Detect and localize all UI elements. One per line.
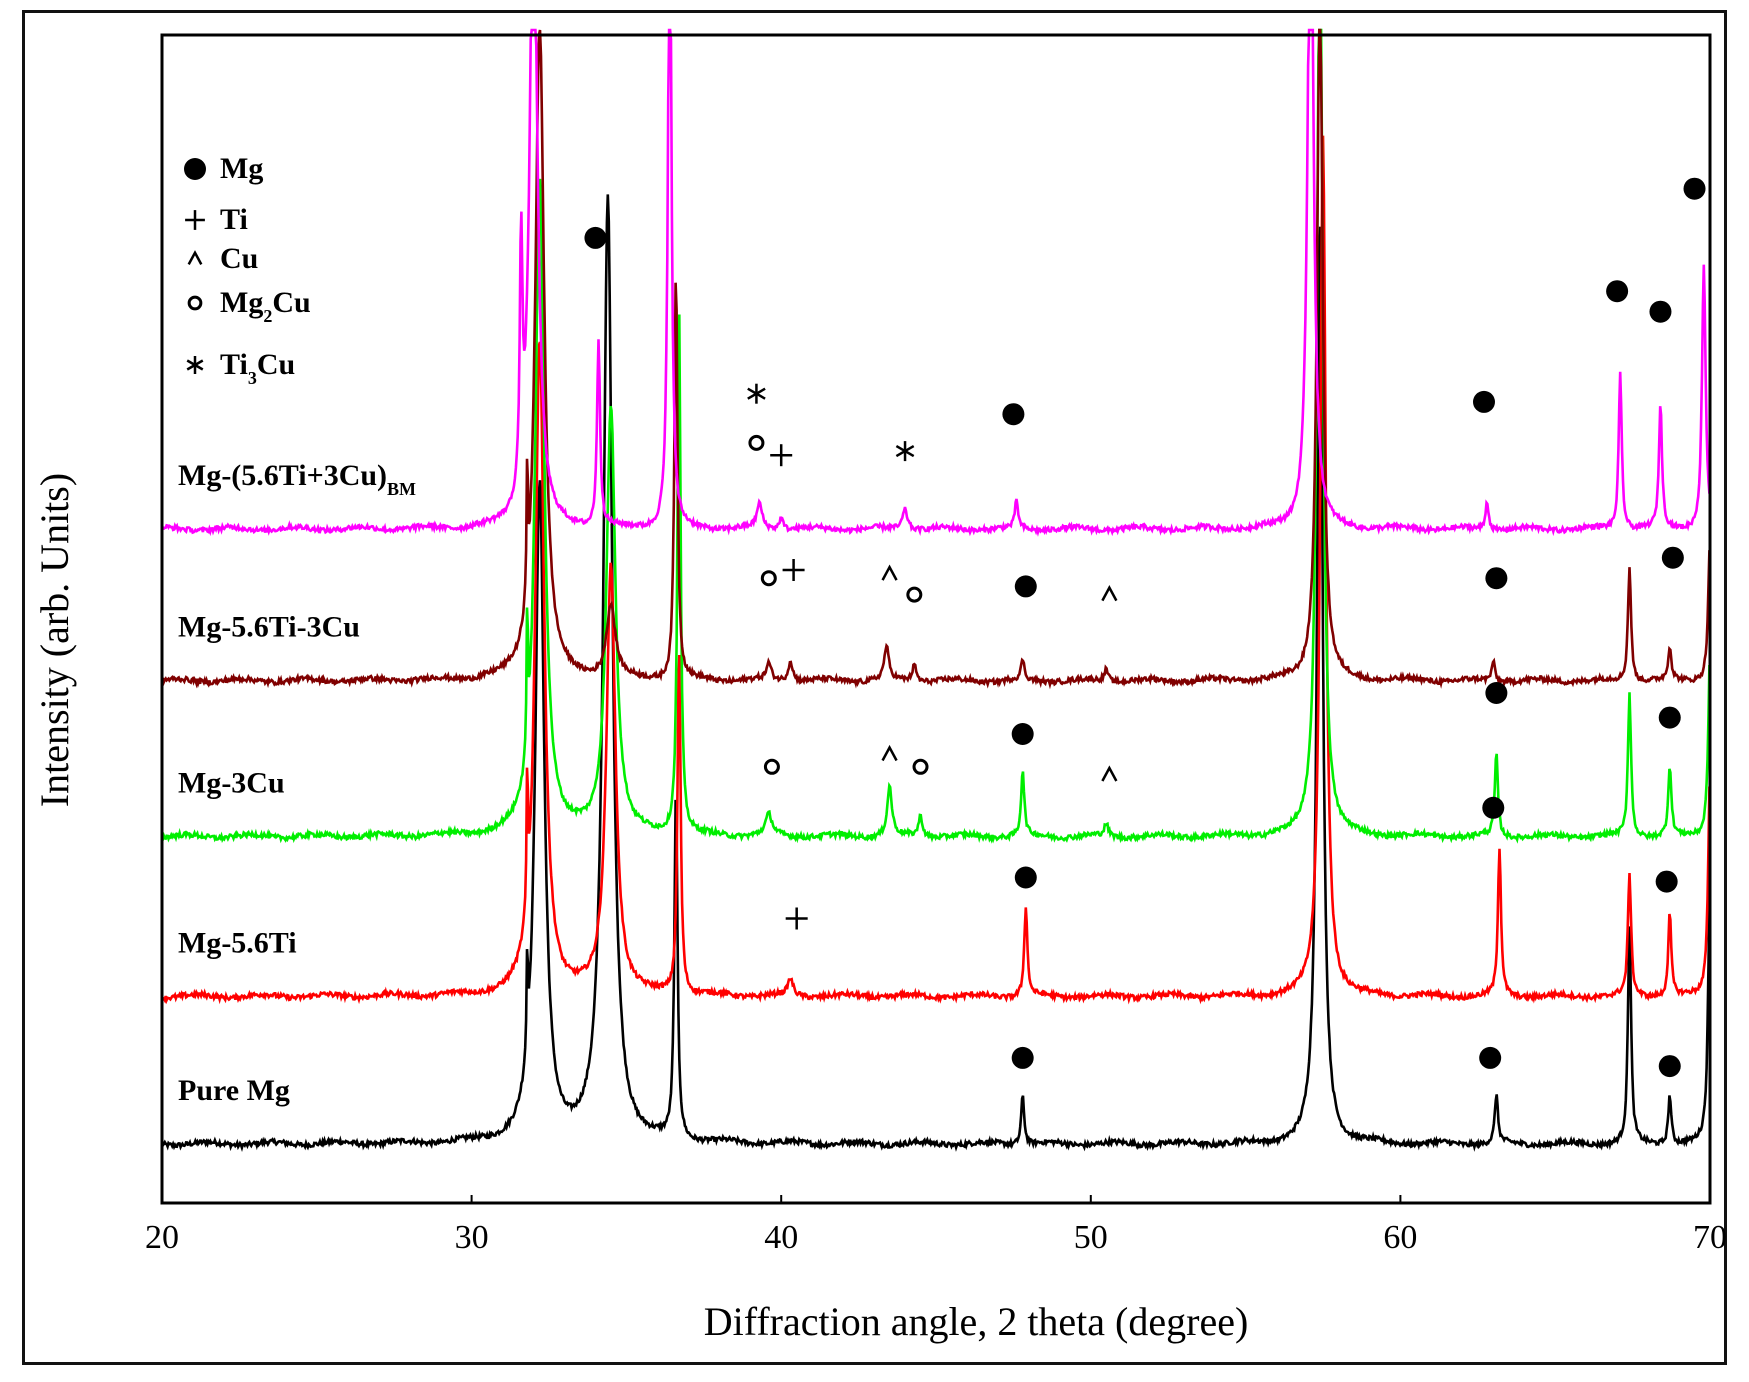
open-circle-marker <box>763 758 780 775</box>
open-circle-marker <box>912 758 929 775</box>
x-axis-title: Diffraction angle, 2 theta (degree) <box>704 1299 1249 1344</box>
legend-label-mg: Mg <box>220 152 263 185</box>
caret-marker <box>881 564 898 581</box>
filled-circle-marker <box>1014 575 1037 598</box>
caret-marker <box>881 744 898 762</box>
filled-circle-marker <box>1661 546 1684 569</box>
phase-markers-group <box>584 177 1706 1078</box>
asterisk-marker <box>895 441 915 462</box>
legend-label-cu: Cu <box>220 242 258 275</box>
series-line-mg-3cu <box>161 28 1711 844</box>
series-label-mg-3cu: Mg-3Cu <box>178 767 285 800</box>
plot-area-border <box>160 33 1712 1205</box>
legend-label-ti: Ti <box>220 203 248 236</box>
filled-circle-marker <box>1655 870 1678 893</box>
legend-symbol-asterisk <box>186 356 204 374</box>
filled-circle-marker <box>1002 403 1025 426</box>
series-line-pure-mg <box>160 194 1711 1152</box>
caret-marker <box>1101 584 1118 602</box>
filled-circle-marker <box>584 226 607 249</box>
y-axis-title: Intensity (arb. Units) <box>32 473 77 807</box>
plus-marker <box>782 559 805 581</box>
asterisk-marker <box>747 383 766 404</box>
filled-circle-marker <box>1472 390 1495 413</box>
open-circle-marker <box>906 586 923 603</box>
x-tick-label: 20 <box>145 1219 179 1256</box>
x-tick-label: 30 <box>455 1219 489 1256</box>
series-label-pure-mg: Pure Mg <box>178 1074 290 1107</box>
filled-circle-marker <box>1658 1055 1681 1078</box>
caret-marker <box>1101 765 1118 782</box>
series-line-mg-5-6ti-3cu-bm <box>160 28 1711 537</box>
x-tick-label: 50 <box>1074 1219 1108 1256</box>
filled-circle-marker <box>1649 300 1672 323</box>
open-circle-marker <box>748 434 765 451</box>
plus-marker <box>785 907 808 930</box>
legend-label-mg2cu: Mg2Cu <box>220 286 311 326</box>
filled-circle-marker <box>1014 866 1037 889</box>
series-label-mg-5-6ti: Mg-5.6Ti <box>178 926 297 959</box>
figure-frame <box>22 10 1727 1365</box>
filled-circle-marker <box>1479 1046 1502 1069</box>
filled-circle-marker <box>1485 567 1508 590</box>
open-circle-marker <box>760 570 777 587</box>
filled-circle-marker <box>1011 1046 1034 1069</box>
series-label-mg-5-6ti-3cu-bm: Mg-(5.6Ti+3Cu)BM <box>178 459 416 499</box>
axes-group: 20 30 40 50 60 70 Diffraction angle, 2 theta (… <box>32 33 1727 1344</box>
series-lines-group <box>160 28 1711 1152</box>
legend: Mg Ti Cu Mg2Cu Ti3Cu <box>184 152 311 388</box>
legend-symbol-caret <box>187 250 203 265</box>
filled-circle-marker <box>1606 280 1629 303</box>
filled-circle-marker <box>1011 723 1034 745</box>
series-labels-group: Pure Mg Mg-5.6Ti Mg-3Cu Mg-5.6Ti-3Cu Mg-(5.6… <box>178 459 416 1107</box>
plus-marker <box>770 444 793 467</box>
filled-circle-marker <box>1482 796 1505 819</box>
legend-label-ti3cu: Ti3Cu <box>220 348 295 388</box>
series-line-mg-5-6ti-3cu <box>160 28 1711 690</box>
x-tick-label: 40 <box>764 1219 798 1256</box>
legend-symbol-open-circle <box>187 295 203 311</box>
filled-circle-marker <box>1485 682 1508 704</box>
x-tick-label: 60 <box>1383 1219 1417 1256</box>
x-tick-label: 70 <box>1693 1219 1727 1256</box>
filled-circle-marker <box>1683 177 1706 200</box>
legend-symbol-filled-circle <box>184 158 206 180</box>
legend-symbol-plus <box>185 210 205 230</box>
filled-circle-marker <box>1658 706 1681 729</box>
series-line-mg-5-6ti <box>160 135 1711 1005</box>
series-label-mg-5-6ti-3cu: Mg-5.6Ti-3Cu <box>178 611 360 644</box>
